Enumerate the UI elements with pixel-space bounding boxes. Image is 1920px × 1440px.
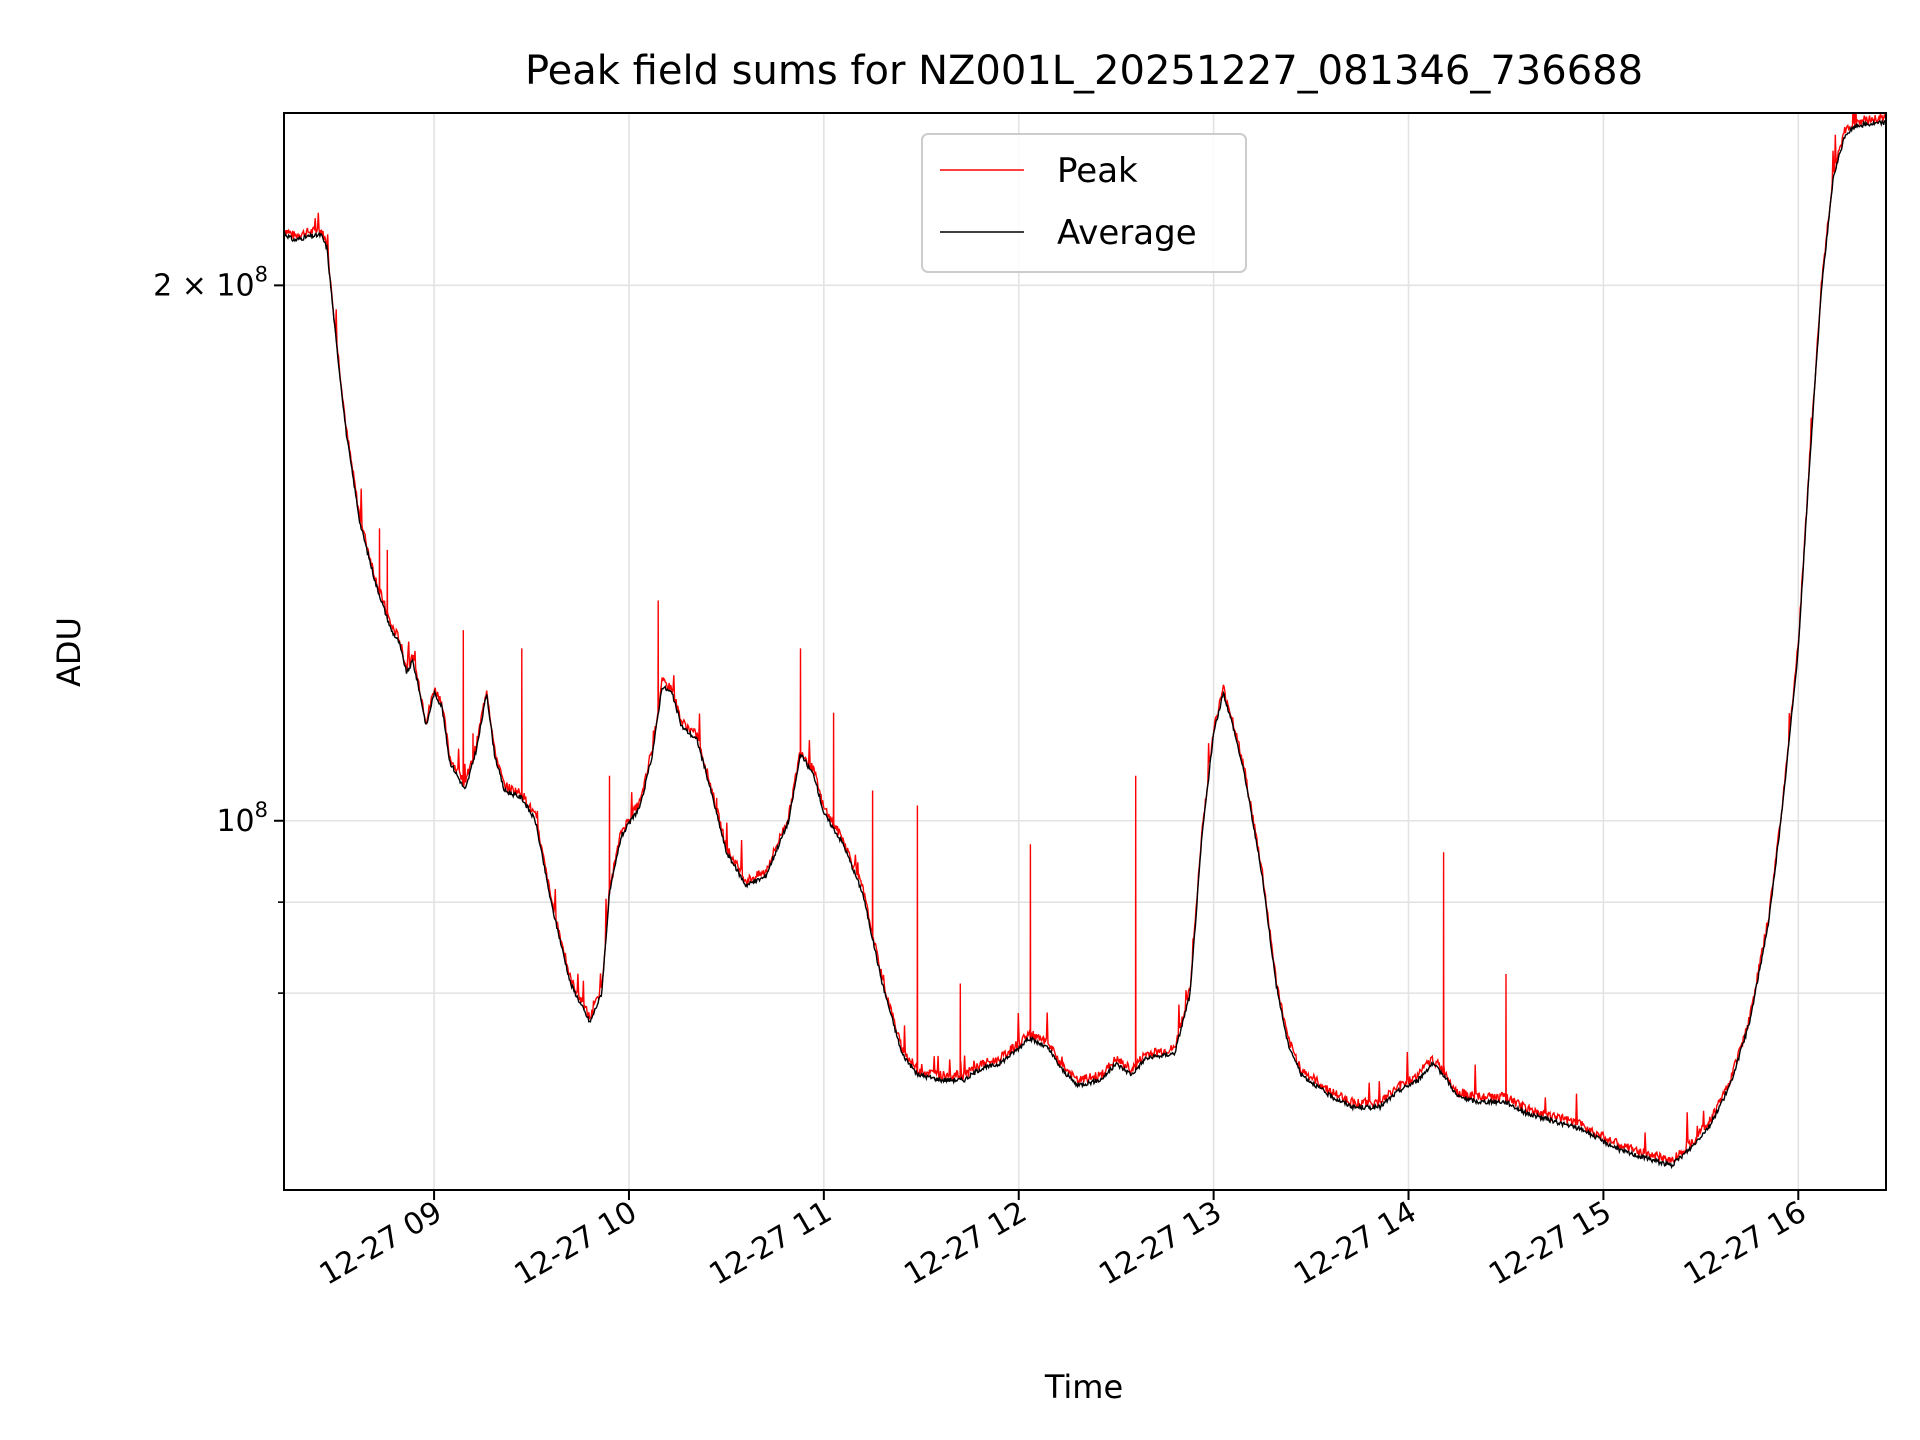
axes-frame (283, 112, 1887, 1191)
x-axis-label: Time (1044, 1368, 1123, 1406)
grid (284, 113, 1886, 1190)
y-tick-label: 2 × 108 (153, 262, 268, 303)
y-tick-exponent: 8 (255, 262, 268, 286)
legend-box (921, 133, 1247, 273)
legend-average-label: Average (1057, 213, 1197, 253)
series-line-average (284, 119, 1886, 1170)
y-tick-exponent: 8 (255, 798, 268, 822)
plot-area (284, 113, 1886, 1170)
y-tick-base: 2 × 10 (153, 268, 254, 303)
y-axis-label: ADU (50, 617, 88, 687)
legend: Peak Average (921, 133, 1247, 273)
y-tick-base: 10 (216, 804, 254, 839)
legend-peak-label: Peak (1057, 151, 1138, 191)
series-line-peak (284, 113, 1886, 1165)
chart-title: Peak field sums for NZ001L_20251227_0813… (525, 48, 1643, 94)
y-tick-label: 108 (216, 798, 268, 839)
